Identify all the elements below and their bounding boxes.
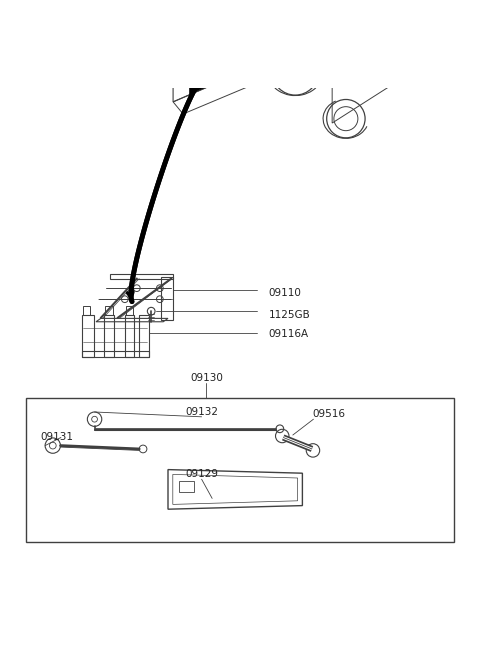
Text: 09110: 09110 xyxy=(269,289,301,298)
Text: 09131: 09131 xyxy=(41,432,74,442)
Text: 09132: 09132 xyxy=(185,407,218,417)
Polygon shape xyxy=(190,64,215,94)
Text: 09129: 09129 xyxy=(185,470,218,480)
Text: 09116A: 09116A xyxy=(269,329,309,339)
Text: 1125GB: 1125GB xyxy=(269,310,311,320)
Text: 09516: 09516 xyxy=(312,409,345,419)
Text: 09130: 09130 xyxy=(190,373,223,383)
Bar xyxy=(26,398,454,542)
